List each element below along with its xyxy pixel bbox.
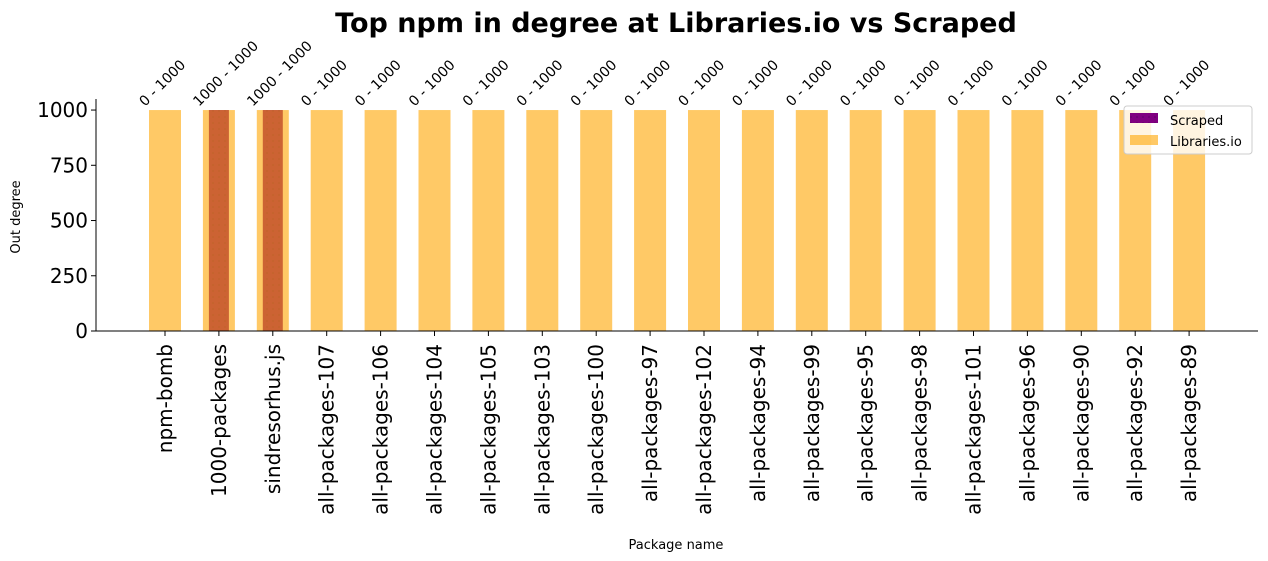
bar-annotation: 0 - 1000 xyxy=(406,57,459,110)
bar-annotation: 0 - 1000 xyxy=(676,57,729,110)
x-tick-label: all-packages-101 xyxy=(962,344,986,515)
y-tick-label: 250 xyxy=(50,264,88,288)
x-tick-label: all-packages-106 xyxy=(369,344,393,515)
bar-librariesio xyxy=(795,110,828,331)
legend-label-librariesio: Libraries.io xyxy=(1170,135,1242,150)
bar-annotation: 0 - 1000 xyxy=(837,57,890,110)
x-axis-label: Package name xyxy=(629,538,724,553)
bar-annotation: 0 - 1000 xyxy=(1107,57,1160,110)
bar-librariesio xyxy=(418,110,451,331)
y-axis-ticks: 0 250 500 750 1000 xyxy=(37,98,96,343)
y-tick-label: 500 xyxy=(50,209,88,233)
y-axis-label: Out degree xyxy=(9,180,24,253)
x-tick-label: all-packages-89 xyxy=(1177,344,1201,502)
bar-librariesio xyxy=(526,110,559,331)
bar-librariesio xyxy=(903,110,936,331)
x-tick-label: all-packages-107 xyxy=(315,344,339,515)
x-tick-label: all-packages-97 xyxy=(638,344,662,502)
bar-annotation: 0 - 1000 xyxy=(137,57,190,110)
legend-swatch-scraped-pattern xyxy=(1130,113,1158,123)
bar-annotation: 0 - 1000 xyxy=(514,57,567,110)
legend: Scraped Libraries.io xyxy=(1123,105,1253,155)
bar-annotation: 0 - 1000 xyxy=(298,57,351,110)
bar-annotation: 0 - 1000 xyxy=(729,57,782,110)
bar-annotation: 0 - 1000 xyxy=(1161,57,1214,110)
x-tick-label: all-packages-100 xyxy=(584,344,608,515)
legend-label-scraped: Scraped xyxy=(1170,114,1223,129)
x-tick-label: all-packages-92 xyxy=(1123,344,1147,502)
bar-librariesio xyxy=(957,110,990,331)
x-tick-label: npm-bomb xyxy=(153,344,177,453)
y-tick-label: 0 xyxy=(75,319,88,343)
x-tick-label: sindresorhus.js xyxy=(261,344,285,494)
bar-annotation: 0 - 1000 xyxy=(1053,57,1106,110)
x-tick-label: all-packages-105 xyxy=(476,344,500,515)
x-tick-label: all-packages-90 xyxy=(1069,344,1093,502)
y-tick-label: 1000 xyxy=(37,98,88,122)
bar-annotation: 0 - 1000 xyxy=(352,57,405,110)
x-tick-label: 1000-packages xyxy=(207,344,231,497)
y-tick-label: 750 xyxy=(50,153,88,177)
bar-annotation: 0 - 1000 xyxy=(622,57,675,110)
x-tick-label: all-packages-98 xyxy=(908,344,932,502)
bar-annotation: 0 - 1000 xyxy=(945,57,998,110)
bar-librariesio xyxy=(1065,110,1098,331)
x-tick-label: all-packages-99 xyxy=(800,344,824,502)
bar-librariesio xyxy=(849,110,882,331)
bar-librariesio xyxy=(688,110,720,331)
bar-librariesio xyxy=(149,110,181,331)
bar-annotation: 0 - 1000 xyxy=(783,57,836,110)
bar-librariesio xyxy=(202,110,235,331)
bar-annotation: 0 - 1000 xyxy=(999,57,1052,110)
chart-title: Top npm in degree at Libraries.io vs Scr… xyxy=(335,8,1017,39)
x-tick-label: all-packages-102 xyxy=(692,344,716,515)
bar-librariesio xyxy=(1011,110,1044,331)
bar-librariesio xyxy=(741,110,774,331)
x-tick-label: all-packages-96 xyxy=(1015,344,1039,502)
bar-librariesio xyxy=(580,110,613,331)
legend-swatch-librariesio xyxy=(1130,135,1158,145)
bar-annotation: 0 - 1000 xyxy=(891,57,944,110)
x-tick-label: all-packages-94 xyxy=(746,344,770,502)
x-tick-label: all-packages-103 xyxy=(530,344,554,515)
bar-librariesio xyxy=(256,110,289,331)
bar-librariesio xyxy=(310,110,343,331)
bar-librariesio xyxy=(634,110,667,331)
bars-layer xyxy=(149,110,1206,331)
bar-annotation: 0 - 1000 xyxy=(568,57,621,110)
x-axis-ticks: npm-bomb 1000-packages sindresorhus.js all-… xyxy=(153,331,1201,515)
bar-annotation: 0 - 1000 xyxy=(460,57,513,110)
bar-librariesio xyxy=(472,110,505,331)
x-tick-label: all-packages-104 xyxy=(423,344,447,515)
x-tick-label: all-packages-95 xyxy=(854,344,878,502)
bar-librariesio xyxy=(364,110,397,331)
